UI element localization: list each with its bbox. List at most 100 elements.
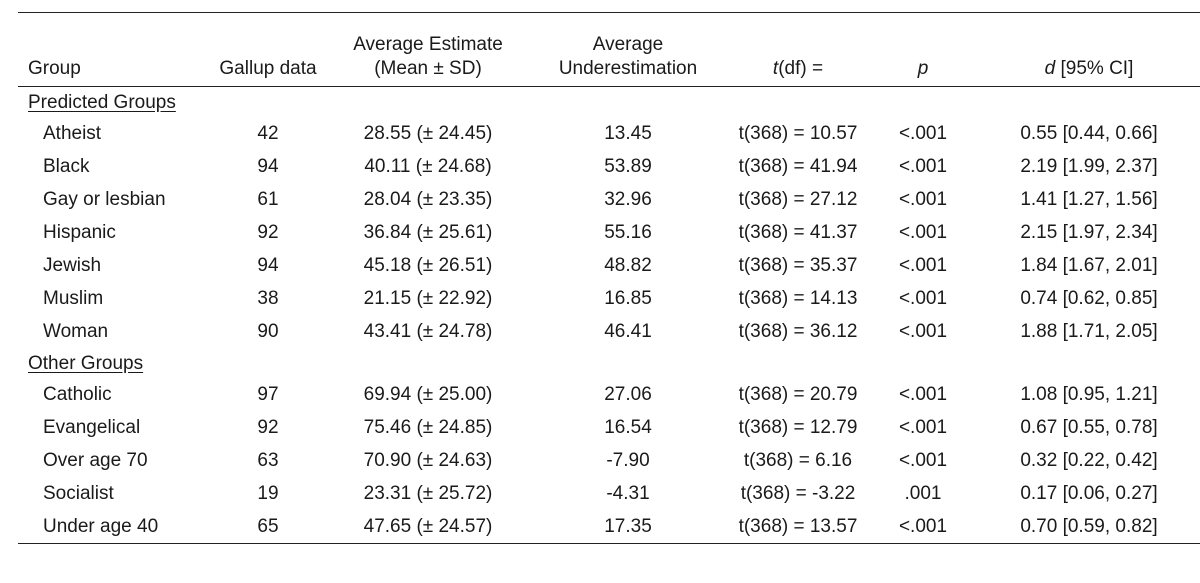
cell-p-value: <.001 xyxy=(898,516,948,537)
table-row: Hispanic 92 36.84 (± 25.61) 55.16 t(368) = 4… xyxy=(18,216,1200,249)
cell-average-estimate: 23.31 (± 25.72) xyxy=(363,483,493,504)
table-row: Socialist 19 23.31 (± 25.72) -4.31 t(368) = … xyxy=(18,477,1200,510)
cell-p-value: <.001 xyxy=(898,255,948,276)
table-row: Evangelical 92 75.46 (± 24.85) 16.54 t(368) … xyxy=(18,411,1200,444)
cell-effect-size: 0.17 [0.06, 0.27] xyxy=(1020,483,1158,504)
table-top-rule xyxy=(18,12,1200,13)
cell-group: Jewish xyxy=(43,255,102,276)
header-average-estimate: Average Estimate (Mean ± SD) xyxy=(328,33,528,82)
cell-group: Hispanic xyxy=(43,222,116,243)
table-row: Jewish 94 45.18 (± 26.51) 48.82 t(368) = 35.… xyxy=(18,249,1200,282)
header-group: Group xyxy=(28,58,81,80)
cell-p-value: <.001 xyxy=(898,450,948,471)
cell-effect-size: 1.08 [0.95, 1.21] xyxy=(1020,384,1158,405)
cell-t-statistic: t(368) = 41.94 xyxy=(738,156,858,177)
cell-average-estimate: 40.11 (± 24.68) xyxy=(364,156,492,177)
cell-gallup: 92 xyxy=(257,222,279,243)
cell-average-underestimation: 27.06 xyxy=(604,384,652,405)
cell-effect-size: 0.32 [0.22, 0.42] xyxy=(1020,450,1158,471)
header-t-rest: (df) = xyxy=(778,58,824,80)
section-header-row: Predicted Groups xyxy=(18,87,1200,117)
cell-effect-size: 2.19 [1.99, 2.37] xyxy=(1020,156,1158,177)
cell-average-underestimation: 53.89 xyxy=(604,156,652,177)
cell-gallup: 63 xyxy=(257,450,279,471)
cell-average-underestimation: 17.35 xyxy=(604,516,652,537)
header-p-value: p xyxy=(917,58,929,80)
cell-t-statistic: t(368) = 13.57 xyxy=(738,516,858,537)
header-underestimation-line2: Underestimation xyxy=(558,58,698,80)
table-bottom-rule xyxy=(18,543,1200,544)
header-d-rest: [95% CI] xyxy=(1055,58,1134,80)
cell-effect-size: 1.84 [1.67, 2.01] xyxy=(1020,255,1158,276)
cell-p-value: <.001 xyxy=(898,222,948,243)
cell-average-underestimation: 16.85 xyxy=(604,288,652,309)
cell-t-statistic: t(368) = -3.22 xyxy=(740,483,856,504)
cell-t-statistic: t(368) = 41.37 xyxy=(738,222,858,243)
cell-group: Black xyxy=(43,156,90,177)
cell-p-value: <.001 xyxy=(898,156,948,177)
cell-gallup: 94 xyxy=(257,156,279,177)
cell-group: Muslim xyxy=(43,288,104,309)
table-row: Catholic 97 69.94 (± 25.00) 27.06 t(368) = 2… xyxy=(18,378,1200,411)
cell-t-statistic: t(368) = 27.12 xyxy=(738,189,858,210)
cell-gallup: 38 xyxy=(257,288,279,309)
cell-effect-size: 0.55 [0.44, 0.66] xyxy=(1020,123,1158,144)
table-row: Black 94 40.11 (± 24.68) 53.89 t(368) = 41.9… xyxy=(18,150,1200,183)
cell-t-statistic: t(368) = 20.79 xyxy=(738,384,858,405)
header-d-italic: d xyxy=(1044,58,1056,80)
cell-effect-size: 0.74 [0.62, 0.85] xyxy=(1020,288,1158,309)
cell-average-estimate: 43.41 (± 24.78) xyxy=(363,321,493,342)
cell-average-underestimation: 32.96 xyxy=(604,189,652,210)
results-table: Group Gallup data Average Estimate (Mean… xyxy=(18,12,1200,544)
header-t-italic: t xyxy=(772,58,779,80)
table-row: Woman 90 43.41 (± 24.78) 46.41 t(368) = 36.1… xyxy=(18,315,1200,348)
cell-average-estimate: 75.46 (± 24.85) xyxy=(363,417,493,438)
cell-t-statistic: t(368) = 14.13 xyxy=(738,288,858,309)
cell-average-underestimation: 55.16 xyxy=(604,222,652,243)
cell-average-estimate: 36.84 (± 25.61) xyxy=(363,222,493,243)
cell-effect-size: 2.15 [1.97, 2.34] xyxy=(1020,222,1158,243)
header-effect-size: d [95% CI] xyxy=(978,57,1200,82)
cell-gallup: 65 xyxy=(257,516,279,537)
cell-effect-size: 0.70 [0.59, 0.82] xyxy=(1020,516,1158,537)
cell-p-value: <.001 xyxy=(898,288,948,309)
cell-average-underestimation: 48.82 xyxy=(604,255,652,276)
cell-effect-size: 0.67 [0.55, 0.78] xyxy=(1020,417,1158,438)
header-rule xyxy=(18,86,1200,87)
cell-gallup: 61 xyxy=(257,189,279,210)
cell-gallup: 19 xyxy=(257,483,279,504)
cell-gallup: 42 xyxy=(257,123,279,144)
cell-average-estimate: 45.18 (± 26.51) xyxy=(363,255,493,276)
cell-average-estimate: 70.90 (± 24.63) xyxy=(363,450,493,471)
cell-group: Gay or lesbian xyxy=(43,189,166,210)
cell-p-value: <.001 xyxy=(898,123,948,144)
header-average-estimate-line2: (Mean ± SD) xyxy=(374,58,482,80)
cell-group: Over age 70 xyxy=(43,450,148,471)
header-t-statistic: t(df) = xyxy=(728,57,868,82)
header-average-estimate-line1: Average Estimate xyxy=(353,33,503,55)
cell-gallup: 90 xyxy=(257,321,279,342)
cell-p-value: .001 xyxy=(904,483,942,504)
section-label: Predicted Groups xyxy=(28,91,176,113)
table-row: Atheist 42 28.55 (± 24.45) 13.45 t(368) = 10… xyxy=(18,117,1200,150)
cell-average-estimate: 47.65 (± 24.57) xyxy=(363,516,493,537)
cell-group: Under age 40 xyxy=(43,516,159,537)
cell-group: Atheist xyxy=(43,123,102,144)
table-body: Predicted Groups Atheist 42 28.55 (± 24.45)… xyxy=(18,87,1200,543)
header-underestimation-line1: Average xyxy=(592,33,664,55)
cell-t-statistic: t(368) = 6.16 xyxy=(743,450,853,471)
table-row: Over age 70 63 70.90 (± 24.63) -7.90 t(368) … xyxy=(18,444,1200,477)
cell-average-estimate: 28.55 (± 24.45) xyxy=(363,123,493,144)
cell-average-estimate: 69.94 (± 25.00) xyxy=(363,384,493,405)
cell-t-statistic: t(368) = 36.12 xyxy=(738,321,858,342)
cell-gallup: 92 xyxy=(257,417,279,438)
table-row: Gay or lesbian 61 28.04 (± 23.35) 32.96 t(36… xyxy=(18,183,1200,216)
cell-p-value: <.001 xyxy=(898,321,948,342)
table-row: Muslim 38 21.15 (± 22.92) 16.85 t(368) = 14.… xyxy=(18,282,1200,315)
cell-group: Socialist xyxy=(43,483,114,504)
cell-gallup: 97 xyxy=(257,384,279,405)
cell-group: Catholic xyxy=(43,384,112,405)
cell-average-underestimation: 16.54 xyxy=(604,417,652,438)
section-label: Other Groups xyxy=(28,352,144,374)
cell-p-value: <.001 xyxy=(898,189,948,210)
